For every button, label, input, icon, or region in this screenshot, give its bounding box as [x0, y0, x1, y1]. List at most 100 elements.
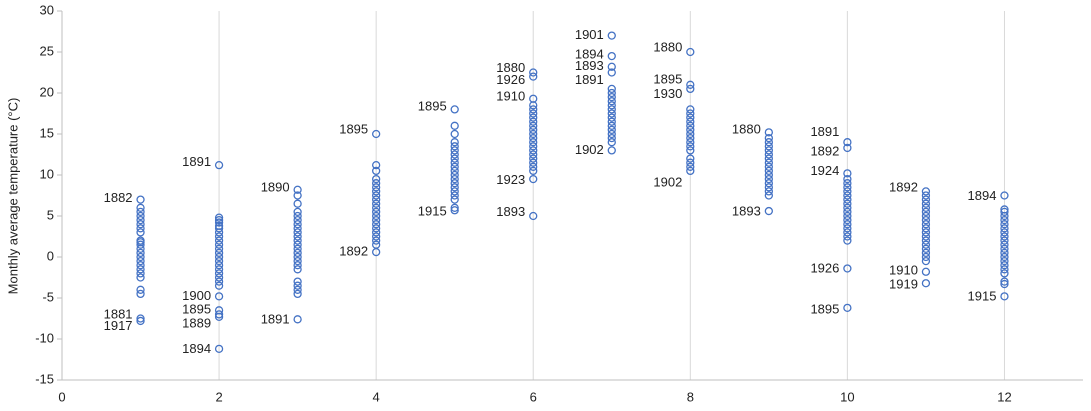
point [607, 68, 616, 77]
annotation: 1880 [732, 121, 761, 136]
point [372, 220, 381, 229]
point [764, 146, 773, 155]
point [921, 279, 931, 288]
point [214, 292, 224, 301]
point [293, 211, 302, 221]
annotation: 1892 [889, 180, 918, 195]
point [607, 125, 616, 135]
point [607, 101, 616, 110]
y-tick-label: 20 [40, 84, 54, 99]
point [686, 109, 695, 118]
annotation: 1902 [575, 142, 604, 157]
point [686, 154, 695, 163]
point [843, 232, 852, 241]
point [214, 224, 224, 233]
point [529, 138, 538, 147]
point [372, 183, 381, 192]
y-tick-label: 10 [40, 166, 54, 181]
point [764, 142, 773, 151]
point [921, 199, 931, 208]
point [1000, 265, 1009, 274]
point [136, 228, 145, 237]
point [372, 207, 381, 217]
point [529, 154, 538, 163]
point [529, 101, 538, 110]
point [214, 213, 224, 222]
point [450, 142, 459, 151]
point [372, 166, 381, 176]
point [686, 125, 695, 135]
point [921, 207, 931, 217]
point [686, 121, 695, 130]
annotation: 1910 [496, 89, 525, 104]
annotation: 1894 [575, 47, 604, 62]
point [686, 162, 695, 171]
point [607, 105, 616, 114]
point [214, 232, 224, 241]
point [607, 117, 616, 126]
point [372, 195, 381, 204]
annotation: 1910 [889, 262, 918, 277]
annotation: 1895 [182, 302, 211, 317]
point [293, 236, 302, 245]
annotation: 1901 [575, 27, 604, 42]
point [921, 244, 931, 253]
point [1000, 220, 1009, 229]
annotation: 1893 [575, 58, 604, 73]
x-tick-label: 0 [58, 389, 65, 404]
point [214, 236, 224, 245]
point [921, 211, 931, 221]
point [764, 158, 773, 167]
point [372, 211, 381, 221]
point [1000, 252, 1009, 262]
point [1000, 232, 1009, 241]
point [1000, 244, 1009, 253]
point [214, 248, 224, 258]
point [450, 162, 459, 171]
point [293, 248, 302, 258]
point [372, 191, 381, 200]
point [607, 84, 616, 94]
point [293, 261, 302, 270]
point [136, 248, 145, 258]
point [1000, 191, 1009, 200]
point [764, 206, 773, 216]
point [764, 154, 773, 163]
point [450, 129, 459, 139]
point [764, 170, 773, 180]
annotation: 1893 [732, 203, 761, 218]
point [1000, 256, 1009, 266]
point [529, 105, 538, 114]
point [136, 265, 145, 274]
point [843, 187, 852, 196]
point [529, 146, 538, 155]
annotation: 1923 [496, 172, 525, 187]
point [686, 146, 695, 155]
annotation: 1891 [261, 312, 290, 327]
point [136, 269, 145, 278]
point [921, 228, 931, 237]
point [1000, 228, 1009, 237]
point [214, 261, 224, 270]
point [843, 143, 852, 153]
point [293, 289, 302, 299]
point [1000, 224, 1009, 233]
point [607, 133, 616, 143]
point [529, 125, 538, 135]
point [686, 166, 695, 176]
point [450, 166, 459, 176]
point [686, 113, 695, 122]
annotation: 1900 [182, 288, 211, 303]
point [843, 199, 852, 208]
point [372, 129, 381, 139]
point [372, 215, 381, 225]
annotation: 1895 [653, 71, 682, 86]
point [450, 183, 459, 192]
point [1000, 292, 1009, 301]
point [607, 121, 616, 130]
point [450, 154, 459, 163]
y-tick-label: -5 [42, 289, 54, 304]
annotation: 1893 [496, 204, 525, 219]
point [686, 158, 695, 167]
point [214, 215, 224, 225]
